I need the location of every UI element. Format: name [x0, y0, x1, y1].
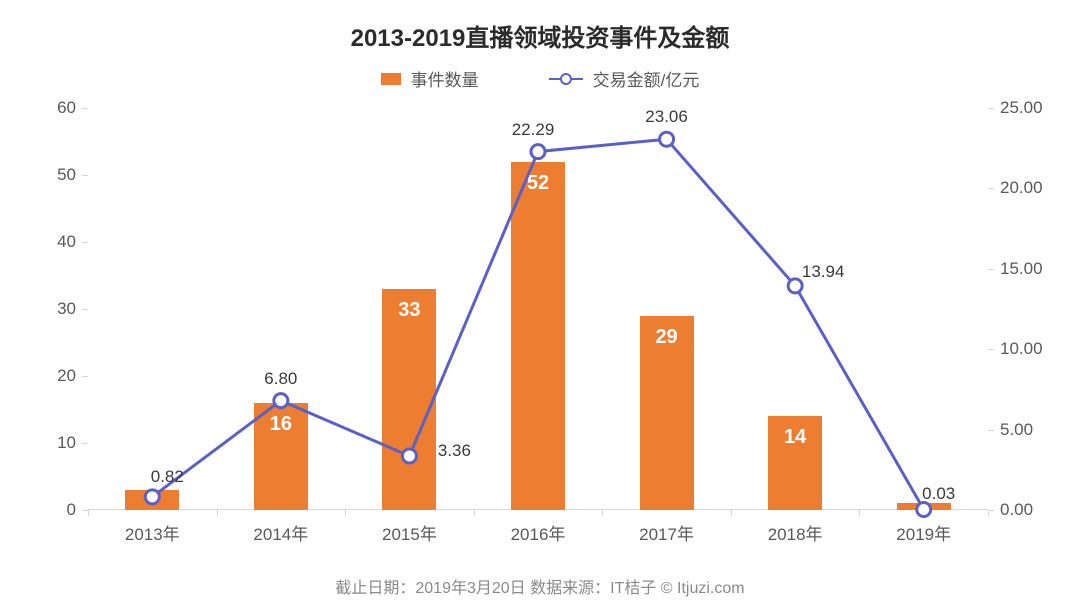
legend-item-line: 交易金额/亿元	[549, 66, 700, 91]
legend-swatch-line	[549, 78, 583, 80]
x-tick-label: 2015年	[382, 520, 437, 545]
y-right-tick-label: 15.00	[1000, 259, 1043, 279]
y-right-tick-mark	[988, 430, 994, 431]
x-tick-label: 2014年	[253, 520, 308, 545]
chart-title: 2013-2019直播领域投资事件及金额	[0, 18, 1080, 53]
line-value-label: 13.94	[802, 262, 845, 282]
x-tick-mark	[88, 510, 89, 516]
y-right-tick-label: 5.00	[1000, 420, 1033, 440]
y-right-tick-label: 0.00	[1000, 500, 1033, 520]
y-left-tick-label: 30	[46, 299, 76, 319]
legend-item-bar: 事件数量	[381, 66, 479, 91]
y-left-tick-label: 50	[46, 165, 76, 185]
y-right-tick-mark	[988, 349, 994, 350]
line-marker	[788, 279, 802, 293]
x-tick-mark	[217, 510, 218, 516]
y-right-tick-mark	[988, 269, 994, 270]
y-right-tick-label: 25.00	[1000, 98, 1043, 118]
footer-source: 数据来源：IT桔子 © Itjuzi.com	[530, 580, 744, 597]
y-right-tick-label: 10.00	[1000, 339, 1043, 359]
y-left-tick-label: 20	[46, 366, 76, 386]
x-tick-mark	[988, 510, 989, 516]
plot-area: 01020304050600.005.0010.0015.0020.0025.0…	[88, 108, 988, 510]
line-value-label: 22.29	[512, 120, 555, 140]
x-tick-label: 2018年	[768, 520, 823, 545]
x-tick-mark	[602, 510, 603, 516]
line-value-label: 23.06	[645, 107, 688, 127]
x-tick-mark	[345, 510, 346, 516]
line-marker	[145, 490, 159, 504]
x-tick-mark	[474, 510, 475, 516]
line-series	[88, 108, 988, 510]
x-tick-label: 2013年	[125, 520, 180, 545]
line-value-label: 0.82	[151, 467, 184, 487]
line-marker	[660, 132, 674, 146]
footer-caption: 截止日期：2019年3月20日 数据来源：IT桔子 © Itjuzi.com	[0, 574, 1080, 598]
line-value-label: 3.36	[438, 441, 471, 461]
x-tick-label: 2016年	[511, 520, 566, 545]
line-marker	[917, 503, 931, 517]
y-right-tick-mark	[988, 108, 994, 109]
legend-label-line: 交易金额/亿元	[593, 66, 700, 91]
legend: 事件数量 交易金额/亿元	[0, 66, 1080, 91]
line-marker	[531, 145, 545, 159]
line-marker	[402, 449, 416, 463]
legend-swatch-bar	[381, 73, 401, 85]
line-value-label: 0.03	[922, 484, 955, 504]
y-left-tick-label: 10	[46, 433, 76, 453]
y-left-tick-label: 40	[46, 232, 76, 252]
line-value-label: 6.80	[264, 369, 297, 389]
y-right-tick-label: 20.00	[1000, 178, 1043, 198]
x-tick-label: 2019年	[896, 520, 951, 545]
legend-marker-dot	[560, 73, 572, 85]
chart-container: 2013-2019直播领域投资事件及金额 事件数量 交易金额/亿元 010203…	[0, 0, 1080, 612]
y-left-tick-label: 0	[46, 500, 76, 520]
y-left-tick-label: 60	[46, 98, 76, 118]
y-right-tick-mark	[988, 188, 994, 189]
line-path	[152, 139, 923, 509]
line-marker	[274, 394, 288, 408]
footer-date: 截止日期：2019年3月20日	[335, 580, 525, 597]
x-tick-mark	[859, 510, 860, 516]
x-tick-label: 2017年	[639, 520, 694, 545]
x-tick-mark	[731, 510, 732, 516]
legend-label-bar: 事件数量	[411, 66, 479, 91]
